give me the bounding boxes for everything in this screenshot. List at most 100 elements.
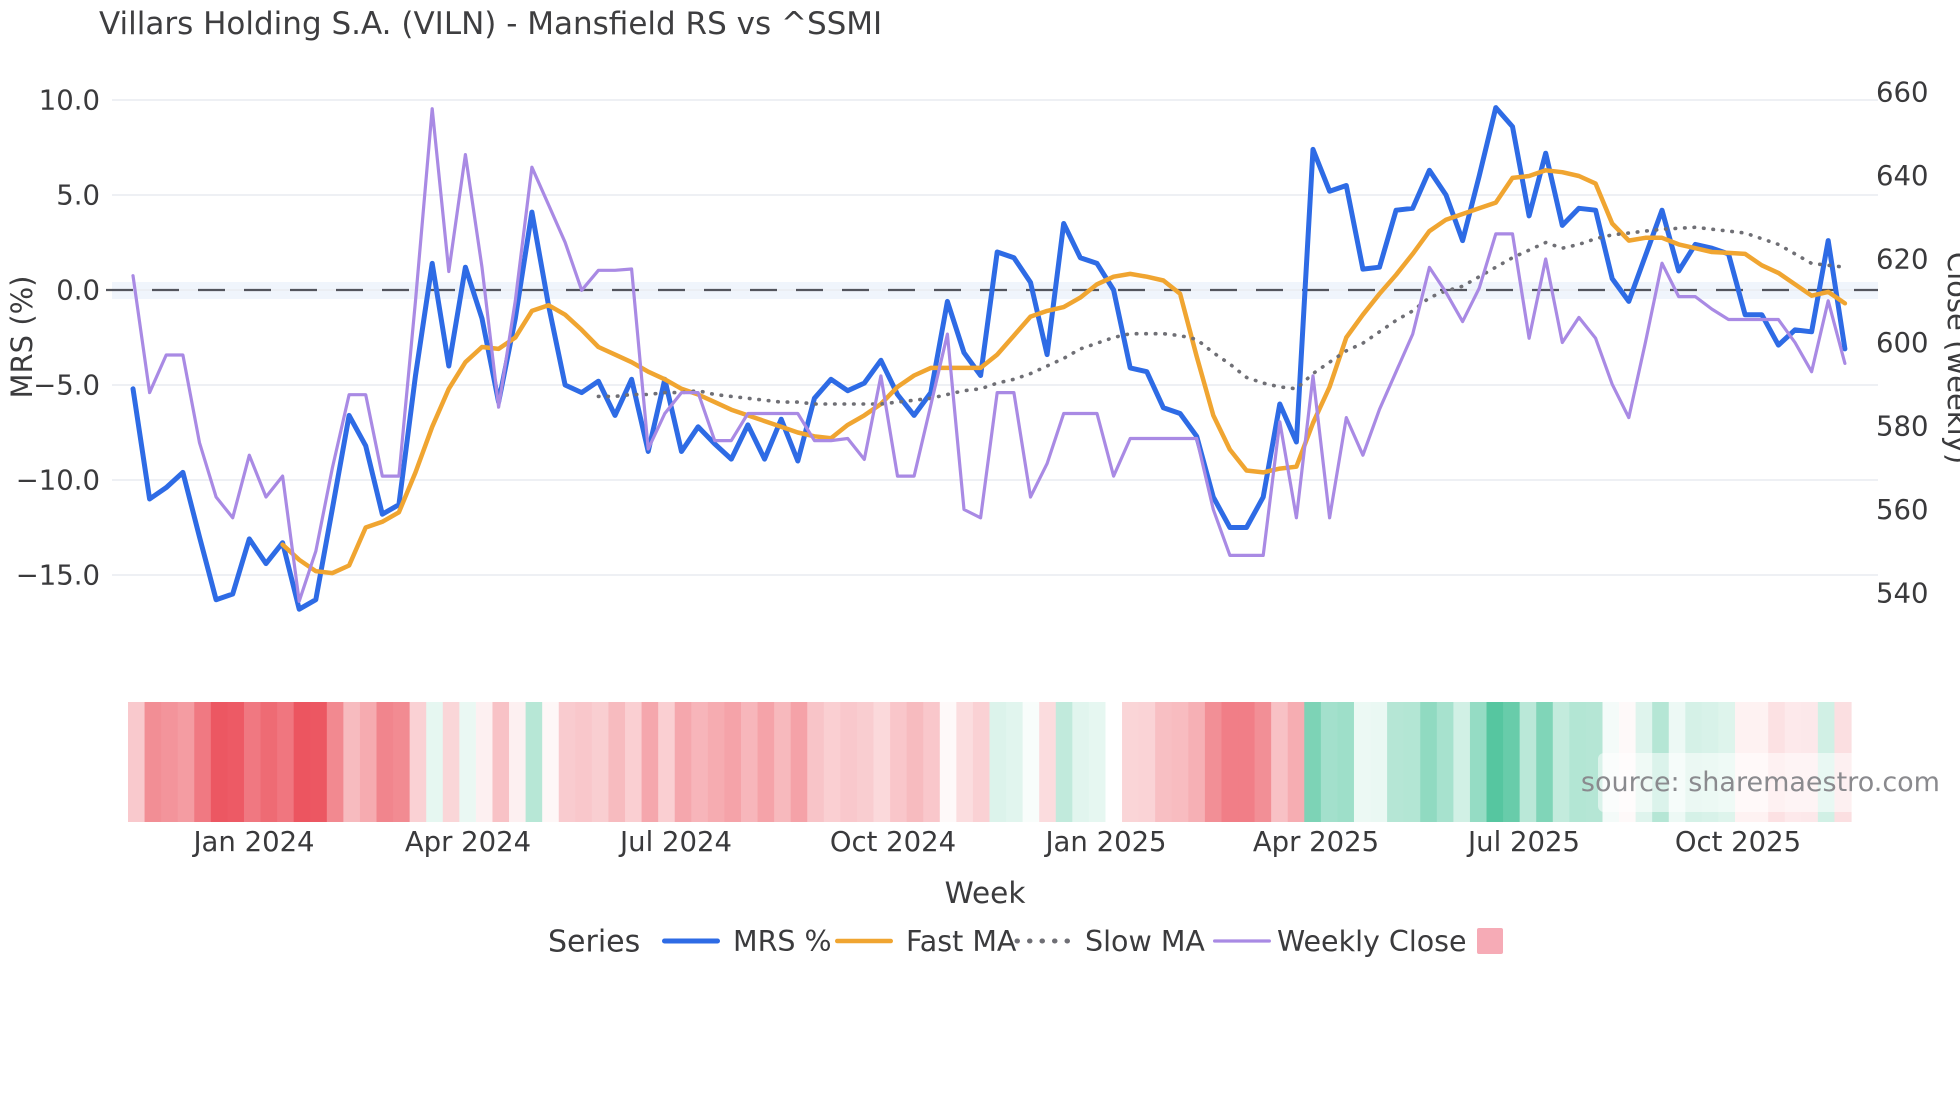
heat-band <box>177 702 195 822</box>
x-tick-label: Jan 2025 <box>1043 826 1166 858</box>
heat-band <box>1519 702 1537 822</box>
y-axis-left-ticks: 10.0 5.0 0.0 −5.0 −10.0 −15.0 <box>16 85 100 592</box>
legend-item-weekly-close[interactable]: Weekly Close <box>1213 925 1467 958</box>
legend-item-fast-ma[interactable]: Fast MA <box>835 925 1017 958</box>
line-swatch <box>662 938 720 944</box>
heat-band <box>393 702 411 822</box>
series-line-slow-ma <box>596 225 1847 406</box>
heat-band <box>972 702 991 822</box>
heat-band <box>293 702 311 822</box>
heat-band <box>856 702 875 822</box>
chart-title: Villars Holding S.A. (VILN) - Mansfield … <box>99 6 883 42</box>
heat-band <box>1221 702 1239 822</box>
left-tick-label: −5.0 <box>33 370 100 402</box>
left-tick-label: 5.0 <box>56 180 100 212</box>
y-axis-right-ticks: 660 640 620 600 580 560 540 <box>1876 77 1929 610</box>
legend-item-slow-ma[interactable]: Slow MA <box>1014 925 1205 958</box>
heat-band <box>558 702 576 822</box>
heat-band <box>1552 702 1570 822</box>
heat-band <box>1072 702 1090 822</box>
legend-item-label: Weekly Close <box>1277 925 1467 958</box>
heat-band <box>1353 702 1372 822</box>
heat-band <box>1453 702 1471 822</box>
x-tick-label: Jan 2024 <box>191 826 314 858</box>
legend-item-heat[interactable] <box>1477 928 1503 954</box>
right-tick-label: 540 <box>1876 578 1929 610</box>
heat-band <box>1486 702 1504 822</box>
heat-band <box>128 702 146 822</box>
heat-band <box>310 702 328 822</box>
heat-band <box>1105 702 1123 822</box>
heat-band <box>691 702 709 822</box>
x-tick-label: Jul 2025 <box>1466 826 1580 858</box>
x-tick-label: Apr 2025 <box>1253 826 1379 858</box>
heat-band <box>1188 702 1206 822</box>
heat-band <box>774 702 792 822</box>
y-axis-right-title: Close (weekly) <box>1941 252 1960 464</box>
heat-band <box>1304 702 1322 822</box>
right-tick-label: 580 <box>1876 411 1929 443</box>
heat-band <box>459 702 477 822</box>
heat-band <box>724 702 742 822</box>
heat-band <box>525 702 543 822</box>
heat-band <box>1122 702 1140 822</box>
heat-band <box>757 702 775 822</box>
heat-band <box>1387 702 1405 822</box>
heat-band <box>823 702 841 822</box>
heat-band <box>475 702 494 822</box>
heat-band <box>790 702 808 822</box>
heat-band <box>1171 702 1189 822</box>
heat-band <box>1436 702 1454 822</box>
heat-band <box>1155 702 1173 822</box>
heat-band <box>210 702 229 822</box>
heat-band <box>591 702 610 822</box>
heat-band <box>409 702 427 822</box>
heat-band <box>1088 702 1107 822</box>
heat-band <box>575 702 593 822</box>
series-line-mrs- <box>130 105 1848 612</box>
heat-band <box>989 702 1007 822</box>
legend: Series MRS % Fast MA Slow MA Weekly Close <box>548 925 1503 960</box>
series-line-fast-ma <box>280 168 1848 576</box>
x-tick-label: Oct 2024 <box>830 826 956 858</box>
heat-band <box>608 702 626 822</box>
heat-band <box>1204 702 1223 822</box>
legend-item-label: MRS % <box>733 925 832 958</box>
heat-band <box>1569 702 1587 822</box>
heat-band <box>1138 702 1156 822</box>
mrs-heat-strip <box>128 702 1852 822</box>
y-axis-left-title: MRS (%) <box>5 276 39 399</box>
heat-band <box>707 702 726 822</box>
heat-band <box>1022 702 1040 822</box>
heat-band <box>1055 702 1073 822</box>
line-swatch <box>835 938 893 944</box>
left-tick-label: −10.0 <box>16 465 100 497</box>
right-tick-label: 660 <box>1876 77 1929 109</box>
heat-band <box>658 702 676 822</box>
heat-band <box>740 702 759 822</box>
legend-item-label: Slow MA <box>1085 925 1205 958</box>
heat-band <box>923 702 941 822</box>
heat-band <box>326 702 344 822</box>
heat-band <box>641 702 659 822</box>
heat-band <box>1271 702 1289 822</box>
heat-band <box>873 702 891 822</box>
heat-band <box>1320 702 1339 822</box>
left-tick-label: −15.0 <box>16 560 100 592</box>
heat-band <box>161 702 179 822</box>
legend-heading: Series <box>548 925 640 960</box>
heat-band <box>1536 702 1554 822</box>
legend-item-label: Fast MA <box>906 925 1017 958</box>
watermark-text: source: sharemaestro.com <box>1580 767 1940 798</box>
heat-band <box>542 702 560 822</box>
x-tick-label: Apr 2024 <box>405 826 531 858</box>
heat-band <box>1039 702 1057 822</box>
heat-band <box>492 702 510 822</box>
heat-band <box>1337 702 1355 822</box>
legend-item-mrs-[interactable]: MRS % <box>662 925 832 958</box>
watermark: source: sharemaestro.com <box>1581 753 1950 812</box>
heat-band <box>442 702 460 822</box>
heat-band <box>1254 702 1272 822</box>
heat-band <box>359 702 378 822</box>
